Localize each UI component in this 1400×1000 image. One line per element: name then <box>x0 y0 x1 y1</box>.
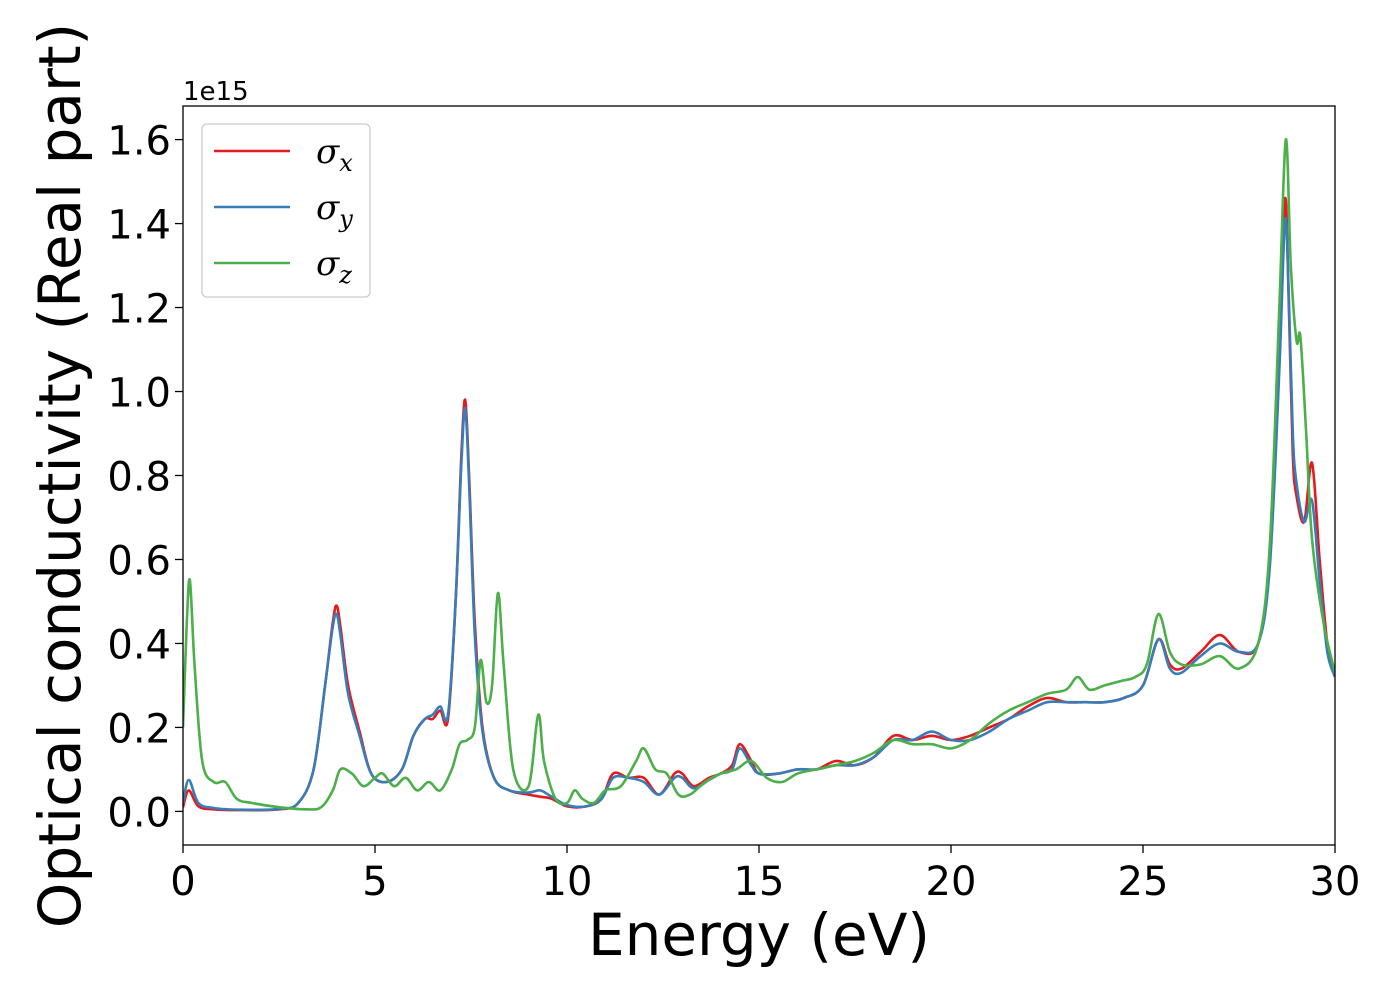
series-line-y <box>183 216 1335 812</box>
x-tick-label: 0 <box>170 859 195 905</box>
x-tick-label: 20 <box>926 859 977 905</box>
y-tick-label: 0.2 <box>107 706 171 752</box>
x-tick-label: 25 <box>1118 859 1169 905</box>
x-tick-label: 10 <box>542 859 593 905</box>
y-tick-label: 1.6 <box>107 119 171 165</box>
legend: σx σy σz <box>201 123 371 298</box>
x-axis-ticks: 0 5 10 15 20 25 30 <box>170 845 1360 905</box>
legend-label-x: σx <box>316 132 353 177</box>
y-axis-ticks: 0.0 0.2 0.4 0.6 0.8 1.0 1.2 1.4 1.6 <box>107 119 183 836</box>
y-tick-label: 0.4 <box>107 622 171 668</box>
y-tick-label: 0.6 <box>107 538 171 584</box>
legend-label-y: σy <box>316 188 353 233</box>
y-tick-label: 0.0 <box>107 790 171 836</box>
y-tick-label: 0.8 <box>107 455 171 501</box>
plot-lines <box>183 138 1335 812</box>
legend-box <box>201 123 371 298</box>
x-tick-label: 30 <box>1310 859 1361 905</box>
x-tick-label: 5 <box>362 859 387 905</box>
y-axis-offset-text: 1e15 <box>183 77 249 107</box>
y-tick-label: 1.0 <box>107 371 171 417</box>
y-axis-label: Optical conductivity (Real part) <box>26 23 94 928</box>
legend-label-z: σz <box>316 244 352 289</box>
y-tick-label: 1.2 <box>107 287 171 333</box>
x-axis-label: Energy (eV) <box>588 901 930 969</box>
x-tick-label: 15 <box>734 859 785 905</box>
series-line-z <box>183 138 1335 811</box>
y-tick-label: 1.4 <box>107 203 171 249</box>
